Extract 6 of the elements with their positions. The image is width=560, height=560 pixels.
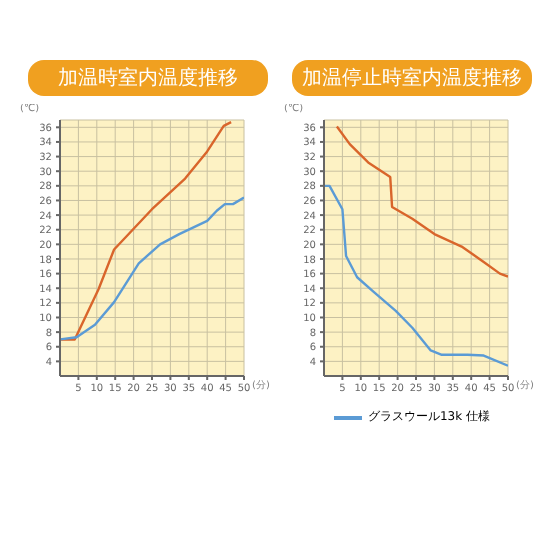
line-series [60,120,233,341]
chart-title: 加温時室内温度推移 [28,60,268,96]
line-series [60,196,244,341]
line-series [324,184,508,367]
chart-title: 加温停止時室内温度推移 [292,60,532,96]
line-series [335,125,508,278]
